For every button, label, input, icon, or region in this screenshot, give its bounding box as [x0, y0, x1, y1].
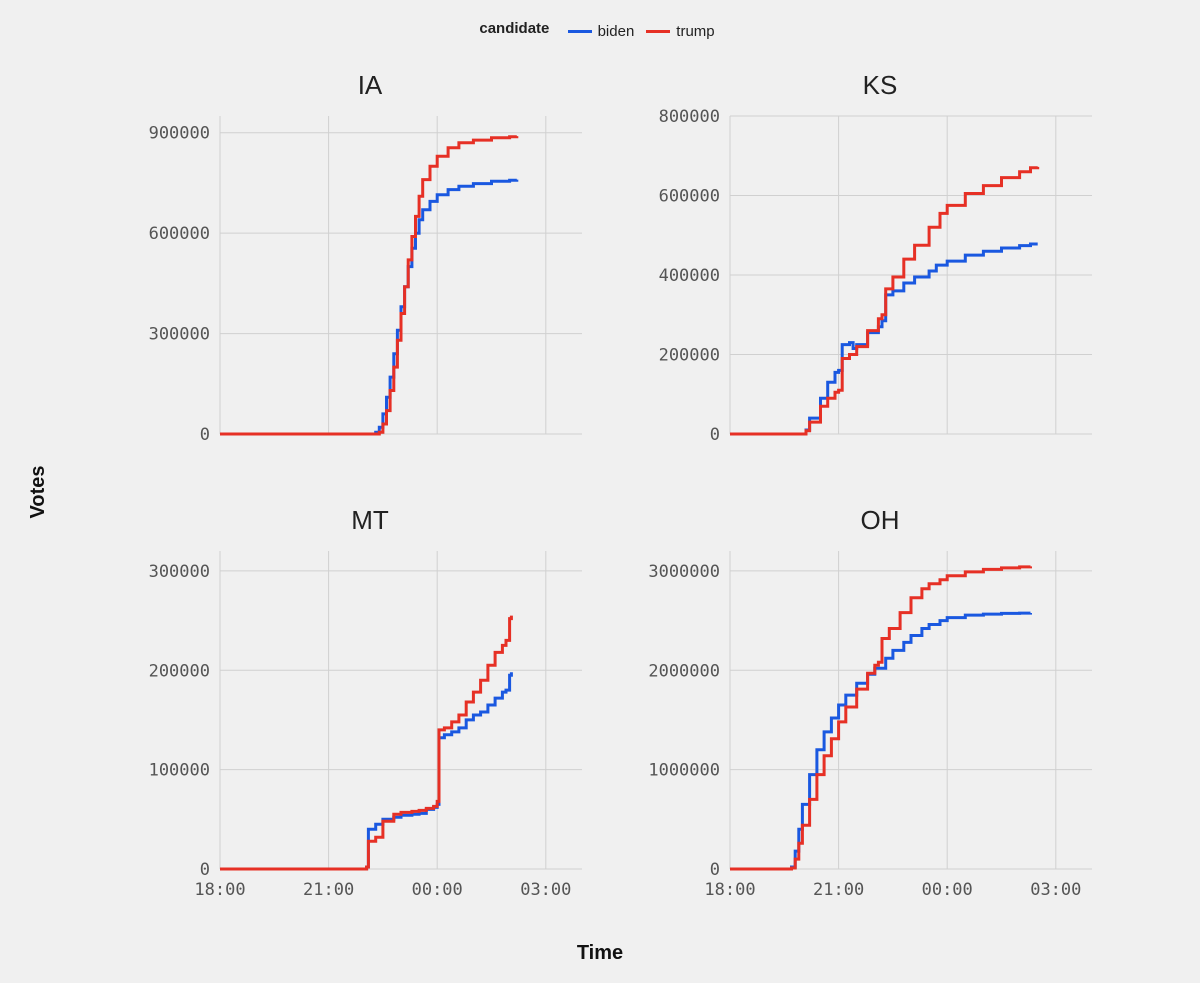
y-tick-label: 300000	[149, 562, 210, 582]
x-axis-label: Time	[0, 942, 1200, 965]
series-biden	[220, 180, 517, 434]
series-trump	[730, 167, 1038, 434]
grid	[220, 551, 582, 869]
panel-MT: 0 100000 200000 300000 18:00 21:00 00:00 03:00	[150, 545, 590, 905]
panel-IA: 0 300000 600000 900000	[150, 110, 590, 470]
grid	[220, 116, 582, 434]
series-trump	[220, 136, 517, 434]
y-tick-label: 800000	[659, 107, 720, 127]
series-trump	[220, 616, 511, 869]
y-tick-label: 900000	[149, 124, 210, 144]
legend-item-trump: trump	[646, 23, 714, 40]
panel-OH: 010000002000000300000018:0021:0000:0003:…	[660, 545, 1100, 905]
y-tick-label: 3000000	[648, 562, 720, 582]
y-tick-label: 600000	[149, 224, 210, 244]
y-tick-label: 300000	[149, 325, 210, 345]
panel-title-IA: IA	[150, 70, 590, 101]
y-tick-label: 2000000	[648, 661, 720, 681]
panel-title-KS: KS	[660, 70, 1100, 101]
y-tick-label: 0	[200, 425, 210, 445]
legend-item-biden: biden	[568, 23, 635, 40]
series-trump	[730, 566, 1031, 869]
panel-title-MT: MT	[150, 505, 590, 536]
legend-title: candidate	[479, 20, 549, 37]
y-tick-label: 0	[200, 860, 210, 880]
panel-KS: 0 200000 400000 600000 800000	[660, 110, 1100, 470]
y-tick-label: 100000	[149, 761, 210, 781]
y-tick-label: 1000000	[648, 761, 720, 781]
y-tick-label: 600000	[659, 187, 720, 207]
panel-title-OH: OH	[660, 505, 1100, 536]
legend-swatch	[646, 30, 670, 33]
series-biden	[730, 613, 1031, 869]
y-tick-label: 0	[710, 425, 720, 445]
y-tick-label: 200000	[659, 346, 720, 366]
legend-label: trump	[676, 23, 714, 40]
y-tick-label: 400000	[659, 266, 720, 286]
x-tick-label: 18:00	[704, 880, 755, 900]
chart-container: candidate biden trump Votes Time IA 0 30000…	[0, 0, 1200, 983]
x-tick-label: 03:00	[1030, 880, 1081, 900]
y-tick-label: 0	[710, 860, 720, 880]
x-tick-label: 21:00	[813, 880, 864, 900]
x-tick-label: 03:00	[520, 880, 571, 900]
x-tick-label: 00:00	[412, 880, 463, 900]
y-tick-label: 200000	[149, 661, 210, 681]
legend-label: biden	[598, 23, 635, 40]
legend-swatch	[568, 30, 592, 33]
grid	[730, 116, 1092, 434]
y-axis-label: Votes	[27, 465, 50, 518]
x-tick-label: 00:00	[922, 880, 973, 900]
x-tick-label: 18:00	[194, 880, 245, 900]
legend: candidate biden trump	[0, 20, 1200, 40]
series-biden	[730, 244, 1038, 434]
x-tick-label: 21:00	[303, 880, 354, 900]
